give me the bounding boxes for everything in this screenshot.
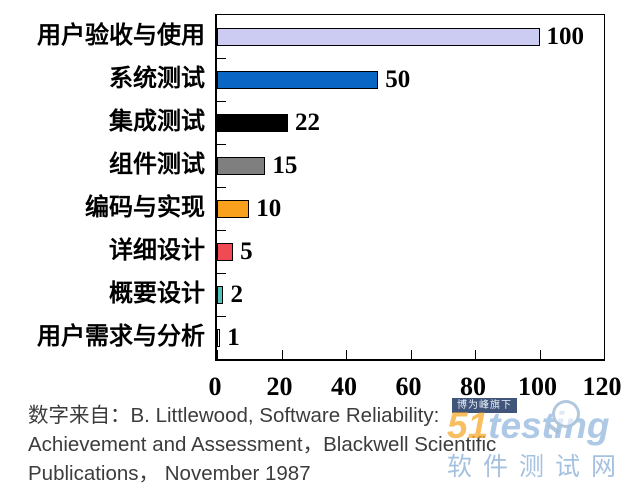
y-axis-tick <box>217 101 226 102</box>
bar-4 <box>217 156 266 175</box>
x-axis-tick <box>539 350 541 359</box>
category-label: 用户需求与分析 <box>37 323 205 350</box>
bar-8 <box>217 328 221 347</box>
watermark-logo-testing: testing <box>488 405 610 446</box>
x-axis-tick <box>217 350 218 359</box>
x-axis-tick <box>281 350 283 359</box>
magnifier-icon <box>552 400 580 428</box>
x-axis-tick <box>346 350 347 359</box>
bar-value-label: 10 <box>256 194 282 222</box>
x-axis-tick <box>475 350 476 359</box>
category-label: 详细设计 <box>109 237 205 264</box>
bar-value-label: 15 <box>272 151 298 179</box>
y-axis-tick <box>217 230 226 231</box>
x-axis-tick-label: 20 <box>266 372 293 401</box>
y-axis-tick <box>217 144 226 145</box>
bar-value-label: 100 <box>546 22 585 50</box>
x-axis-tick-label: 40 <box>331 372 357 401</box>
bar-7 <box>217 285 224 304</box>
y-axis-tick <box>217 273 226 274</box>
bar-3 <box>217 113 288 132</box>
bar-value-label: 22 <box>294 108 320 136</box>
x-axis-tick-label: 0 <box>208 372 222 401</box>
x-axis-tick <box>410 350 412 359</box>
magnifier-handle-icon <box>548 423 560 435</box>
y-axis-tick <box>217 316 226 317</box>
y-axis-tick <box>217 58 226 59</box>
bar-5 <box>217 199 250 218</box>
x-axis-tick-label: 100 <box>518 372 557 401</box>
bar-value-label: 1 <box>227 323 240 351</box>
x-axis-tick-label: 60 <box>395 372 422 401</box>
category-label: 集成测试 <box>109 108 205 135</box>
bar-6 <box>217 242 234 261</box>
bar-value-label: 5 <box>240 237 253 265</box>
x-axis-tick-label: 80 <box>460 372 486 401</box>
category-label: 编码与实现 <box>85 194 205 221</box>
category-label: 用户验收与使用 <box>37 22 205 49</box>
x-axis-tick-label: 120 <box>582 372 622 401</box>
bar-2 <box>217 70 379 89</box>
bar-1 <box>217 27 540 46</box>
caption-line-2: Achievement and Assessment，Blackwell Sci… <box>28 433 497 456</box>
x-axis-tick <box>604 350 605 359</box>
bar-value-label: 2 <box>230 280 243 308</box>
bar-value-label: 50 <box>385 65 411 93</box>
category-label: 系统测试 <box>109 65 205 92</box>
source-caption: 数字来自：B. Littlewood, Software Reliability… <box>28 401 496 488</box>
caption-line-1: 数字来自：B. Littlewood, Software Reliability… <box>28 404 440 427</box>
caption-line-3: Publications， November 1987 <box>28 462 311 485</box>
plot-area: 100 50 22 15 10 5 2 1 <box>215 14 605 361</box>
y-axis-tick <box>217 187 226 188</box>
category-label: 组件测试 <box>109 151 205 178</box>
category-label: 概要设计 <box>109 280 205 307</box>
